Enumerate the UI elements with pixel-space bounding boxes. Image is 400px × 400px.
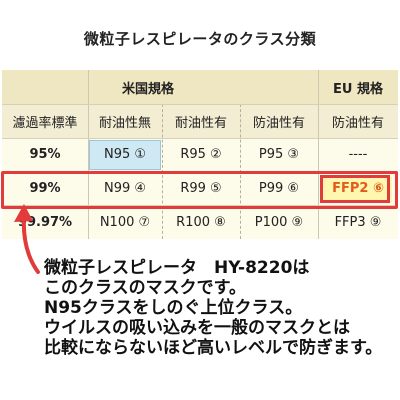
group-header-us: 米国規格	[122, 81, 175, 97]
table-cell: R95 ②	[180, 147, 222, 162]
table-cell: 99.97%	[17, 214, 73, 230]
table-cell: N99 ④	[103, 180, 147, 196]
table-column-header	[2, 104, 398, 138]
table-cell: R99 ⑤	[180, 180, 222, 196]
column-header: 耐油性無	[98, 115, 151, 131]
column-divider	[88, 70, 89, 239]
row-divider	[2, 205, 398, 206]
note-line: このクラスのマスクです。	[44, 278, 246, 298]
table-cell: 99%	[29, 180, 61, 196]
column-header: 濾過率標準	[12, 115, 78, 131]
note-line: 微粒子レスピレータ HY-8220は	[44, 258, 310, 278]
note-line: 比較にならないほど高いレベルで防ぎます。	[44, 338, 383, 358]
row-divider	[2, 138, 398, 139]
product-note: 微粒子レスピレータ HY-8220は このクラスのマスクです。 N95クラスをし…	[44, 258, 394, 358]
table-group-header	[2, 70, 398, 104]
row-divider	[2, 104, 398, 105]
column-header: 耐油性有	[174, 115, 227, 131]
row-99-highlight-frame	[1, 171, 398, 209]
column-header: 防油性有	[252, 115, 305, 131]
group-header-eu: EU 規格	[333, 81, 383, 97]
table-cell-ffp2: FFP2 ⑥	[332, 180, 384, 196]
table-cell: 95%	[29, 147, 61, 162]
page-title: 微粒子レスピレータのクラス分類	[83, 30, 317, 48]
column-divider	[318, 70, 319, 239]
table-cell: P95 ③	[258, 147, 300, 162]
table-cell: P100 ⑨	[254, 214, 304, 230]
table-cell: FFP3 ⑨	[334, 214, 382, 230]
table-cell: N100 ⑦	[99, 214, 151, 230]
table-cell: ----	[348, 147, 368, 162]
n95-highlight-cell	[89, 140, 161, 170]
ffp2-highlight-cell	[322, 177, 392, 203]
ffp2-highlight-frame	[320, 175, 390, 203]
note-line: N95クラスをしのぐ上位クラス。	[44, 298, 303, 318]
table-cell: R100 ⑧	[176, 214, 226, 230]
column-header: 防油性有	[331, 115, 384, 131]
table-cell: P99 ⑥	[258, 180, 300, 196]
classification-table: 米国規格 EU 規格 濾過率標準 耐油性無 耐油性有 防油性有 防油性有 95%…	[2, 70, 398, 239]
table-cell: N95 ①	[103, 147, 147, 162]
note-line: ウイルスの吸い込みを一般のマスクとは	[44, 318, 350, 338]
